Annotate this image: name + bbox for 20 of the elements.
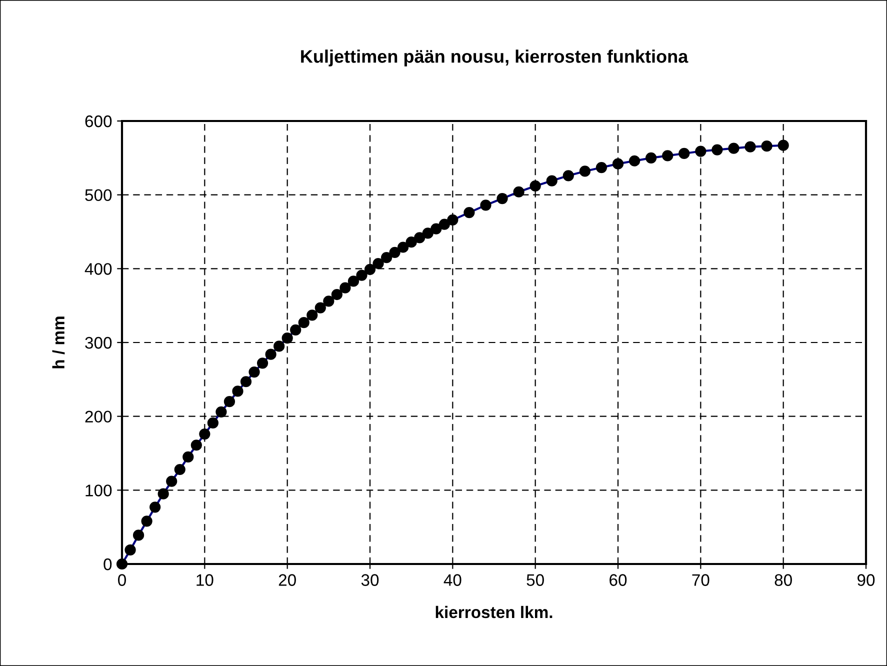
y-axis-title: h / mm	[52, 316, 65, 368]
x-tick-label: 10	[196, 574, 214, 586]
y-tick-label: 600	[85, 115, 112, 128]
x-tick-label: 60	[610, 574, 627, 586]
y-tick-label: 400	[84, 263, 112, 275]
x-tick-label: 90	[858, 574, 875, 586]
x-tick-label: 70	[692, 574, 710, 586]
y-tick-label: 500	[85, 189, 112, 202]
x-tick-label: 50	[526, 574, 544, 586]
y-tick-label: 300	[85, 336, 112, 349]
x-tick-label: 30	[361, 574, 379, 586]
x-tick-label: 20	[278, 574, 296, 586]
x-tick-label: 0	[118, 574, 126, 586]
chart-title: Kuljettimen pään nousu, kierrosten funktiona	[301, 50, 688, 66]
x-tick-label: 40	[444, 574, 462, 586]
x-axis-title: kierrosten lkm.	[436, 606, 552, 618]
y-tick-label: 0	[104, 558, 112, 570]
y-tick-label: 100	[86, 484, 112, 496]
y-tick-label: 200	[85, 410, 112, 423]
x-tick-label: 80	[774, 574, 792, 586]
